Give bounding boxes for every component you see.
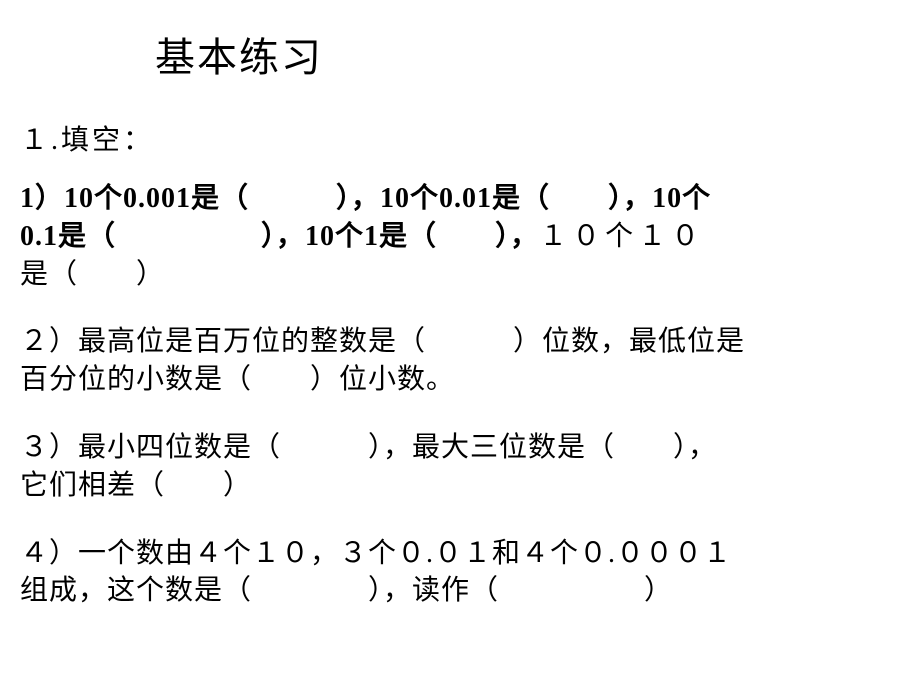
q4-line2: 组成，这个数是（ ），读作（ ）	[20, 575, 673, 606]
q1-part1c: ），10个	[608, 183, 711, 214]
q1-part3: 是（ ）	[20, 259, 165, 290]
question-4: ４）一个数由４个１０，３个０.０１和４个０.０００１ 组成，这个数是（ ），读作…	[20, 535, 900, 611]
q1-part1b: ），10个0.01是（	[336, 183, 550, 214]
q1-part2d: １０个１０	[539, 221, 704, 252]
q3-line1: ３）最小四位数是（ ），最大三位数是（ ），	[20, 432, 717, 463]
question-2: ２）最高位是百万位的整数是（ ）位数，最低位是 百分位的小数是（ ）位小数。	[20, 323, 900, 399]
page-title: 基本练习	[155, 25, 900, 83]
q1-part2c: ），	[495, 221, 539, 252]
section-heading: １.填空：	[20, 118, 900, 158]
q1-part2b: ），10个1是（	[261, 221, 437, 252]
q2-line2: 百分位的小数是（ ）位小数。	[20, 364, 455, 395]
q2-line1: ２）最高位是百万位的整数是（ ）位数，最低位是	[20, 326, 745, 357]
q1-part1a: 1）10个0.001是（	[20, 183, 249, 214]
question-1: 1）10个0.001是（ ），10个0.01是（ ），10个 0.1是（ ），1…	[20, 180, 900, 293]
q1-part2a: 0.1是（	[20, 221, 116, 252]
q4-line1: ４）一个数由４个１０，３个０.０１和４个０.０００１	[20, 538, 732, 569]
question-3: ３）最小四位数是（ ），最大三位数是（ ）， 它们相差（ ）	[20, 429, 900, 505]
q3-line2: 它们相差（ ）	[20, 470, 252, 501]
